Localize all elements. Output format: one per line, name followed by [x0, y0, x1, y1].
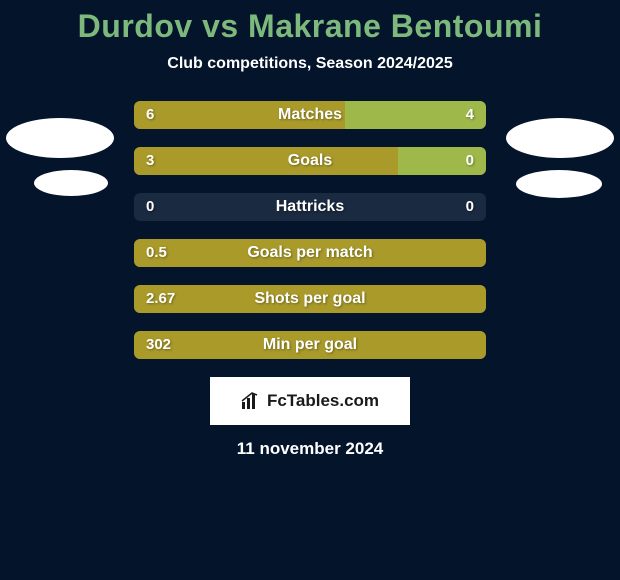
date-label: 11 november 2024	[0, 439, 620, 459]
chart-icon	[241, 392, 261, 410]
right-avatar-shape	[506, 118, 614, 158]
stat-row: 2.67Shots per goal	[134, 285, 486, 313]
left-avatar-shape	[6, 118, 114, 158]
left-avatar-shape	[34, 170, 108, 196]
right-avatar-shape	[516, 170, 602, 198]
logo-badge: FcTables.com	[210, 377, 410, 425]
stat-row: 64Matches	[134, 101, 486, 129]
logo-text: FcTables.com	[267, 391, 379, 411]
stat-metric-label: Matches	[134, 101, 486, 129]
comparison-card: Durdov vs Makrane Bentoumi Club competit…	[0, 0, 620, 580]
stat-metric-label: Goals per match	[134, 239, 486, 267]
stat-metric-label: Hattricks	[134, 193, 486, 221]
stat-row: 302Min per goal	[134, 331, 486, 359]
stats-bars: 64Matches 30Goals 00Hattricks 0.5Goals per …	[134, 101, 486, 359]
stat-row: 0.5Goals per match	[134, 239, 486, 267]
stat-metric-label: Goals	[134, 147, 486, 175]
subtitle: Club competitions, Season 2024/2025	[0, 55, 620, 73]
stat-metric-label: Shots per goal	[134, 285, 486, 313]
stat-metric-label: Min per goal	[134, 331, 486, 359]
page-title: Durdov vs Makrane Bentoumi	[0, 0, 620, 45]
stat-row: 30Goals	[134, 147, 486, 175]
stat-row: 00Hattricks	[134, 193, 486, 221]
